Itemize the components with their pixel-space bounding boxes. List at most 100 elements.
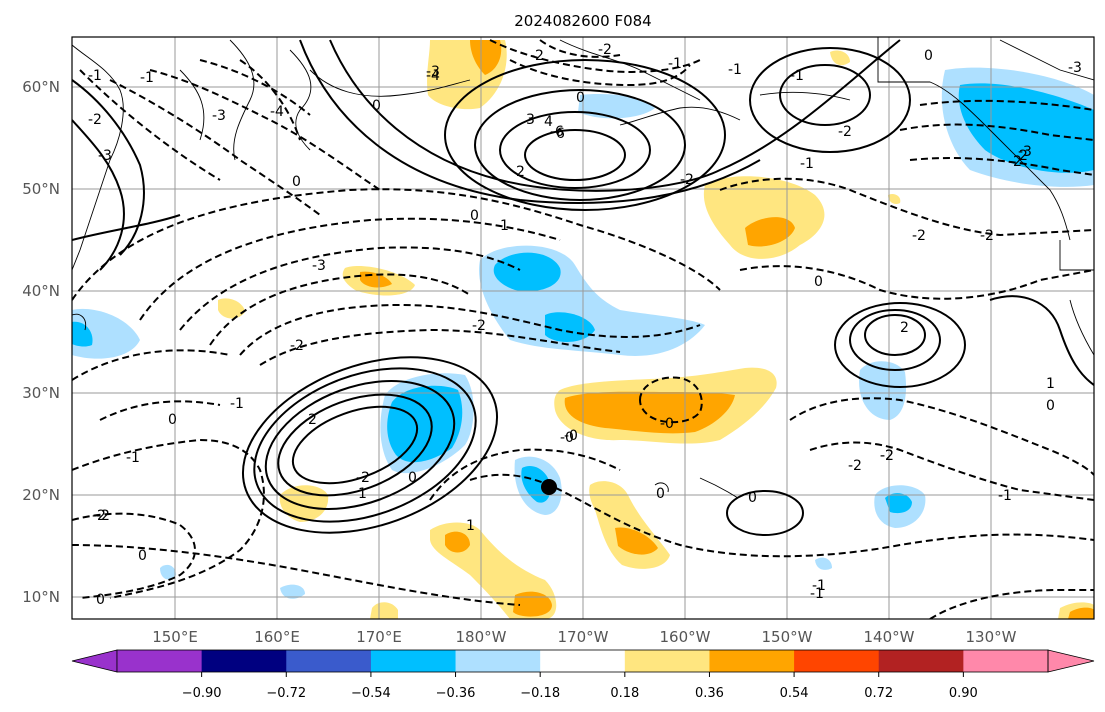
colorbar-segment (540, 650, 626, 672)
contour-label: 3 (526, 112, 535, 128)
contour-dashed (539, 39, 621, 58)
contour-dashed (72, 349, 231, 381)
contour-solid (989, 295, 1094, 386)
contour-label: 1 (1046, 376, 1055, 392)
lon-label: 180°W (456, 628, 507, 646)
colorbar-tick-label: 0.54 (780, 686, 809, 701)
contour-label: -3 (1018, 144, 1032, 160)
shade-positive-core (445, 531, 470, 553)
contour-label: -3 (212, 108, 226, 124)
contour-label: -2 (912, 228, 926, 244)
contour-label: -1 (126, 450, 140, 466)
colorbar-segment (878, 650, 964, 672)
contour-label: 2 (308, 412, 317, 428)
contour-label-group: -2 -3 -1 -4 -3 0 -1 -2 -3 -4 -6 0 -2 -1 … (88, 42, 1082, 608)
contour-label: 0 (576, 90, 585, 106)
contour-solid (72, 79, 145, 256)
contour-label: -3 (1068, 60, 1082, 76)
shade-positive-core (615, 527, 658, 555)
colorbar-tick-label: −0.36 (436, 686, 476, 701)
contour-solid (72, 214, 181, 241)
contour-solid (864, 314, 926, 356)
contour-label: -0 (564, 428, 578, 444)
lon-label: 170°W (558, 628, 609, 646)
contour-solid (241, 356, 499, 534)
colorbar-segment (709, 650, 795, 672)
lat-label: 30°N (22, 384, 60, 402)
colorbar-segment (117, 650, 203, 672)
contour-label: -1 (88, 68, 102, 84)
shade-positive-core (745, 217, 795, 247)
contour-solid (444, 59, 726, 211)
contour-solid (749, 47, 911, 153)
contour-dashed (899, 123, 1094, 141)
lat-label: 40°N (22, 282, 60, 300)
contour-label: -2 (848, 458, 862, 474)
graticule (72, 37, 1094, 619)
contour-label: 0 (292, 174, 301, 190)
contour-label: 2 (516, 164, 525, 180)
shade-negative-core (72, 321, 93, 347)
contour-label: 0 (470, 208, 479, 224)
shade-positive-core (513, 591, 552, 617)
shade-negative-region (578, 94, 655, 119)
contour-label: -2 (1008, 154, 1022, 170)
contour-label: 0 (168, 412, 177, 428)
contour-label: -2 (92, 508, 106, 524)
colorbar-extend-min (71, 649, 118, 673)
colorbar-tick-label: −0.54 (351, 686, 391, 701)
contour-dashed (919, 99, 1094, 111)
contour-dashed (72, 438, 265, 599)
shade-positive-core (1068, 607, 1094, 619)
shade-positive-region (888, 193, 901, 205)
contour-dashed (739, 265, 1094, 300)
colorbar-tick-label: 0.18 (610, 686, 639, 701)
contour-label: 1 (466, 518, 475, 534)
colorbar-tick-label: 0.72 (864, 686, 893, 701)
shade-negative-region (280, 584, 305, 599)
contour-label: -1 (790, 68, 804, 84)
colorbar-segments (117, 650, 1049, 672)
contour-label: 0 (924, 48, 933, 64)
contour-solid (524, 129, 626, 181)
shade-negative-core (521, 465, 551, 503)
colorbar-segment (963, 650, 1049, 672)
lat-label: 10°N (22, 588, 60, 606)
lat-label: 50°N (22, 180, 60, 198)
colorbar-segment (201, 650, 287, 672)
shade-positive-region (703, 176, 825, 259)
contour-label: -4 (270, 104, 284, 120)
shade-positive-core (470, 40, 502, 75)
lon-label: 140°W (864, 628, 915, 646)
contour-label: -2 (290, 338, 304, 354)
colorbar-segment (794, 650, 880, 672)
contour-label: -2 (680, 172, 694, 188)
contour-label: -1 (998, 488, 1012, 504)
contour-label: 1 (358, 486, 367, 502)
contour-label: -1 (812, 578, 826, 594)
shade-negative-core (885, 493, 912, 514)
contour-dashed (149, 69, 381, 191)
contour-label: -2 (880, 448, 894, 464)
contour-label: 0 (1046, 398, 1055, 414)
contour-dashed (109, 79, 321, 216)
contour-dashed (72, 188, 721, 301)
contour-label: 0 (138, 548, 147, 564)
contour-label: -1 (668, 56, 682, 72)
contour-label: -3 (426, 64, 440, 80)
lat-label: 20°N (22, 486, 60, 504)
contour-dashed (509, 59, 691, 87)
contour-solid (726, 490, 804, 536)
contour-label: 0 (372, 98, 381, 114)
contour-label: 0 (408, 470, 417, 486)
colorbar-outline (116, 649, 1049, 673)
contour-label: -3 (312, 258, 326, 274)
contour-label: -2 (598, 42, 612, 58)
lon-label: 150°E (152, 628, 198, 646)
contour-dashed (909, 157, 1094, 176)
lon-label: 150°W (762, 628, 813, 646)
contour-solid (299, 39, 761, 205)
colorbar-tick-label: 0.36 (695, 686, 724, 701)
